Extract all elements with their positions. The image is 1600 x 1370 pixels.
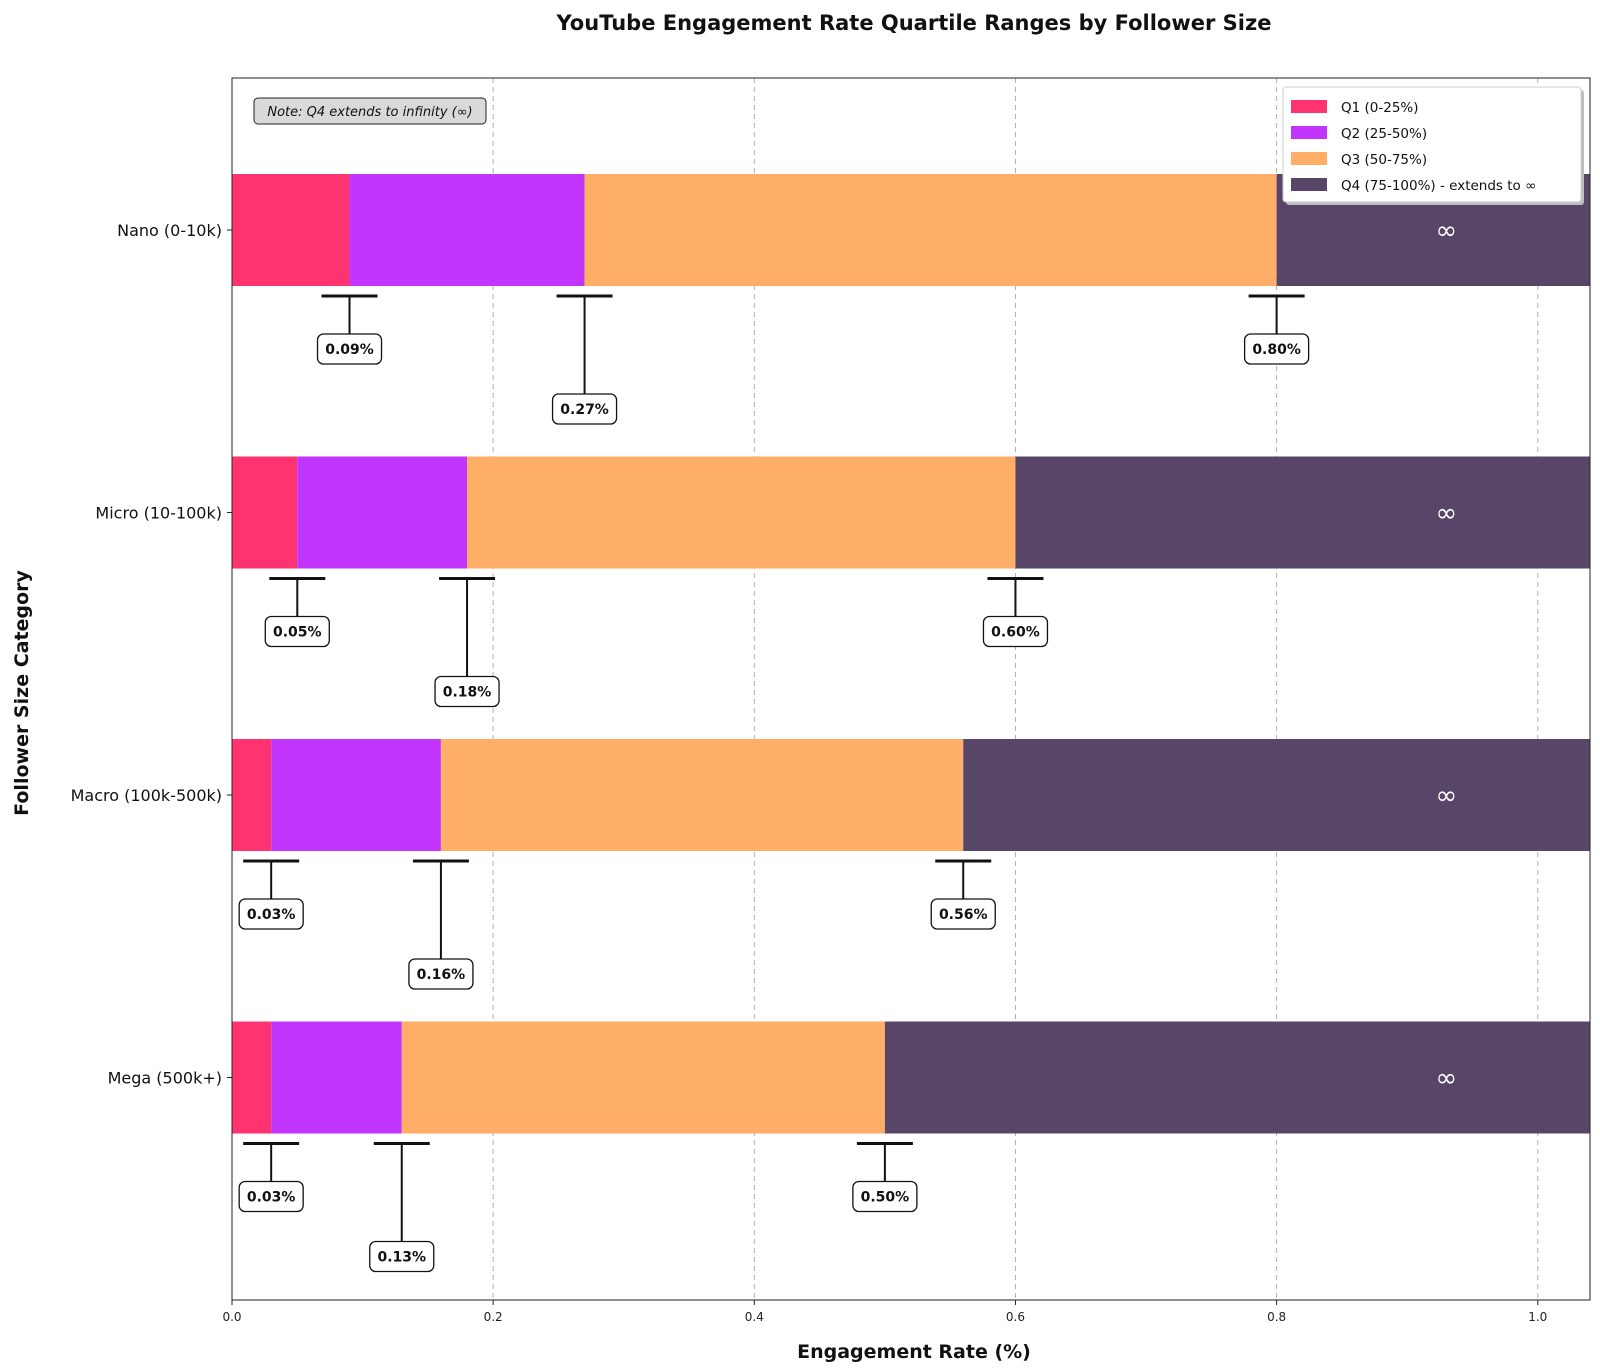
legend-swatch: [1291, 178, 1327, 191]
value-label: 0.16%: [417, 967, 466, 983]
value-label: 0.56%: [939, 907, 988, 923]
value-label: 0.18%: [443, 685, 492, 701]
legend-label: Q1 (0-25%): [1341, 100, 1419, 116]
legend-swatch: [1291, 152, 1327, 165]
value-label: 0.05%: [273, 625, 322, 641]
bar-segment: [963, 739, 1590, 851]
x-tick-label: 0.4: [745, 1310, 764, 1324]
bar-segment: [271, 1021, 402, 1134]
value-label: 0.50%: [861, 1190, 910, 1206]
bar-segment: [232, 739, 272, 851]
value-label-box: [1243, 333, 1310, 365]
infinity-label: ∞: [1436, 1064, 1458, 1094]
bar-segment: [232, 174, 350, 286]
x-tick-label: 0.2: [484, 1310, 503, 1324]
bar-group: ∞ 0.03% 0.16% 0.56%: [232, 739, 1590, 990]
bar-segment: [232, 1021, 272, 1134]
legend-swatch: [1291, 100, 1327, 113]
bar-segment: [232, 456, 298, 569]
bar-segment: [271, 739, 441, 851]
bar-segment: [401, 1021, 885, 1134]
bar-segment: [884, 1021, 1590, 1134]
value-label: 0.27%: [560, 402, 609, 418]
value-label-box: [238, 1180, 304, 1213]
infinity-label: ∞: [1436, 216, 1458, 246]
bar-segment: [440, 739, 964, 851]
infinity-label: ∞: [1436, 781, 1458, 811]
category-label: Nano (0-10k): [117, 221, 222, 240]
value-label-box: [369, 1240, 435, 1273]
bar-group: ∞ 0.03% 0.13% 0.50%: [232, 1021, 1590, 1273]
plot-frame: [231, 77, 1591, 1301]
note-text: Note: Q4 extends to infinity (∞): [267, 105, 472, 120]
legend-label: Q3 (50-75%): [1341, 152, 1427, 168]
category-label: Macro (100k-500k): [71, 786, 222, 805]
legend: [1282, 86, 1582, 203]
bar-segment: [349, 174, 585, 286]
value-label: 0.09%: [325, 342, 374, 358]
value-label-box: [930, 898, 996, 930]
bar-segment: [297, 456, 468, 569]
value-label: 0.13%: [377, 1250, 426, 1266]
legend-label: Q4 (75-100%) - extends to ∞: [1341, 178, 1536, 194]
value-label-box: [551, 393, 618, 425]
x-tick-label: 0.8: [1267, 1310, 1286, 1324]
value-label: 0.03%: [247, 1190, 296, 1206]
x-tick-label: 1.0: [1528, 1310, 1547, 1324]
legend-label: Q2 (25-50%): [1341, 126, 1427, 142]
bar-group: ∞ 0.05% 0.18% 0.60%: [232, 456, 1590, 708]
legend-swatch: [1291, 126, 1327, 139]
bar-segment: [467, 456, 1016, 569]
note-box: [253, 97, 487, 125]
value-label-box: [316, 333, 383, 365]
x-tick-label: 0.0: [222, 1310, 241, 1324]
value-label: 0.03%: [247, 907, 296, 923]
value-label-box: [408, 958, 474, 990]
category-label: Mega (500k+): [108, 1069, 222, 1088]
category-label: Micro (10-100k): [95, 504, 222, 523]
y-axis-title: Follower Size Category: [11, 570, 33, 816]
chart-title: YouTube Engagement Rate Quartile Ranges …: [556, 11, 1272, 35]
value-label-box: [264, 615, 330, 648]
bar-segment: [584, 174, 1277, 286]
plot-area: 0.0 0.2 0.4 0.6 0.8 1.0 ∞ 0.09% 0.27% 0.80% Nano (…: [71, 77, 1591, 1324]
x-axis-title: Engagement Rate (%): [797, 1341, 1031, 1363]
value-label: 0.60%: [991, 625, 1040, 641]
infinity-label: ∞: [1436, 499, 1458, 529]
value-label-box: [982, 615, 1049, 648]
bar-group: ∞ 0.09% 0.27% 0.80%: [232, 174, 1590, 425]
value-label-box: [238, 898, 304, 930]
value-label: 0.80%: [1252, 342, 1301, 358]
x-tick-label: 0.6: [1006, 1310, 1025, 1324]
value-label-box: [852, 1180, 918, 1213]
value-label-box: [434, 675, 500, 708]
bar-segment: [1015, 456, 1590, 569]
